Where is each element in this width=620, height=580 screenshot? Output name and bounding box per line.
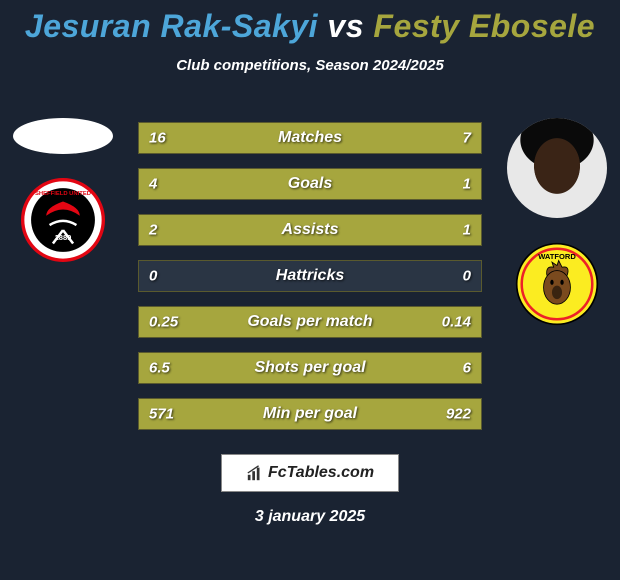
player1-name: Jesuran Rak-Sakyi [25,8,318,44]
stat-value-right: 1 [463,176,471,193]
stat-label: Goals [288,175,332,193]
stat-value-left: 16 [149,130,166,147]
player2-club-badge: WATFORD [515,242,599,326]
stat-label: Hattricks [276,267,344,285]
right-column: WATFORD [502,118,612,326]
player1-club-badge: 1889 SHEFFIELD UNITED [21,178,105,262]
stat-label: Shots per goal [254,359,365,377]
bar-fill-left [139,169,413,199]
stat-label: Assists [282,221,339,239]
stat-value-left: 571 [149,406,174,423]
stat-value-right: 0.14 [442,314,471,331]
stat-value-left: 0 [149,268,157,285]
footer: FcTables.com 3 january 2025 [0,440,620,526]
stat-row: 571 922 Min per goal [138,398,482,430]
logo-text: FcTables.com [268,464,374,482]
stat-value-right: 7 [463,130,471,147]
stat-row: 0 0 Hattricks [138,260,482,292]
svg-text:1889: 1889 [55,233,72,242]
svg-text:SHEFFIELD UNITED: SHEFFIELD UNITED [35,191,91,197]
comparison-title: Jesuran Rak-Sakyi vs Festy Ebosele [0,8,620,45]
stat-value-right: 6 [463,360,471,377]
player2-face [507,118,607,218]
vs-text: vs [327,8,364,44]
stat-value-left: 6.5 [149,360,170,377]
stat-value-left: 0.25 [149,314,178,331]
fctables-logo: FcTables.com [221,454,399,492]
stat-label: Matches [278,129,342,147]
player2-name: Festy Ebosele [373,8,595,44]
stat-value-right: 922 [446,406,471,423]
left-column: 1889 SHEFFIELD UNITED [8,118,118,262]
stat-row: 2 1 Assists [138,214,482,246]
player1-avatar [13,118,113,154]
svg-text:WATFORD: WATFORD [538,252,576,261]
date-text: 3 january 2025 [0,508,620,526]
stat-value-right: 1 [463,222,471,239]
player2-avatar [507,118,607,218]
stat-label: Min per goal [263,405,357,423]
stat-value-right: 0 [463,268,471,285]
stat-row: 4 1 Goals [138,168,482,200]
subtitle: Club competitions, Season 2024/2025 [0,57,620,74]
stat-label: Goals per match [247,313,372,331]
stat-row: 6.5 6 Shots per goal [138,352,482,384]
stat-value-left: 4 [149,176,157,193]
stat-bars: 16 7 Matches 4 1 Goals 2 1 Assists 0 0 Hattricks 0.2… [138,122,482,444]
stat-row: 16 7 Matches [138,122,482,154]
stat-value-left: 2 [149,222,157,239]
chart-icon [246,464,264,482]
stat-row: 0.25 0.14 Goals per match [138,306,482,338]
